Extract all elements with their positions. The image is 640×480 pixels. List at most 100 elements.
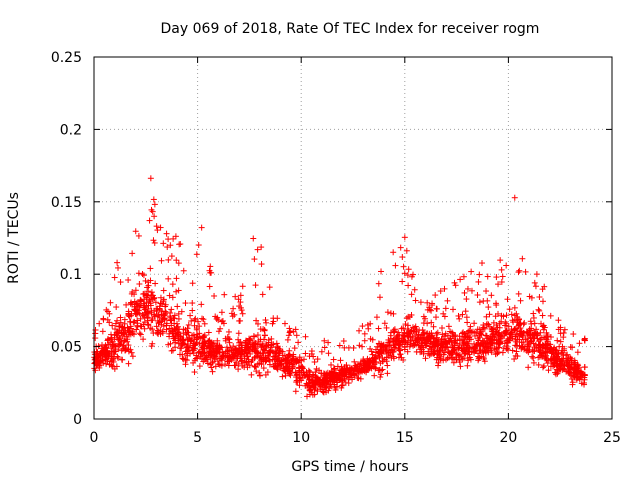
data-point (292, 326, 299, 333)
data-point (132, 311, 139, 318)
data-point (155, 312, 162, 319)
data-point (447, 328, 454, 335)
data-point (192, 315, 199, 322)
data-point (140, 336, 147, 343)
data-point (162, 311, 169, 318)
data-point (548, 345, 555, 352)
data-point (527, 318, 534, 325)
data-point (514, 333, 521, 340)
data-point (424, 299, 431, 306)
data-point (223, 350, 230, 357)
data-point (528, 294, 535, 301)
data-point (200, 316, 207, 323)
data-point (336, 342, 343, 349)
data-point (171, 312, 178, 319)
data-point (543, 335, 550, 342)
data-point (314, 356, 321, 363)
data-point (119, 356, 126, 363)
data-point (132, 228, 139, 235)
data-point (228, 347, 235, 354)
data-point (368, 348, 375, 355)
data-point (263, 343, 270, 350)
data-point (272, 360, 279, 367)
data-point (130, 319, 137, 326)
data-point (359, 343, 366, 350)
data-point (365, 325, 372, 332)
data-point (401, 234, 408, 241)
data-point (369, 358, 376, 365)
data-point (241, 352, 248, 359)
data-point (120, 343, 127, 350)
data-points (91, 175, 588, 400)
data-point (289, 364, 296, 371)
data-point (189, 307, 196, 314)
data-point (578, 380, 585, 387)
data-point (530, 331, 537, 338)
data-point (419, 331, 426, 338)
data-point (560, 355, 567, 362)
data-point (333, 373, 340, 380)
data-point (497, 257, 504, 264)
data-point (121, 337, 128, 344)
data-point (455, 312, 462, 319)
data-point (214, 342, 221, 349)
data-point (201, 320, 208, 327)
data-point (103, 345, 110, 352)
data-point (242, 342, 249, 349)
data-point (239, 310, 246, 317)
data-point (325, 350, 332, 357)
data-point (244, 349, 251, 356)
data-point (544, 332, 551, 339)
data-point (210, 352, 217, 359)
data-point (267, 347, 274, 354)
data-point (178, 308, 185, 315)
data-point (475, 278, 482, 285)
data-point (174, 320, 181, 327)
data-point (206, 344, 213, 351)
data-point (346, 367, 353, 374)
data-point (275, 350, 282, 357)
data-point (137, 315, 144, 322)
data-point (194, 354, 201, 361)
data-point (451, 346, 458, 353)
data-point (452, 337, 459, 344)
data-point (123, 333, 130, 340)
y-axis-label: ROTI / TECUs (6, 192, 22, 284)
data-point (475, 335, 482, 342)
data-point (372, 364, 379, 371)
data-point (467, 323, 474, 330)
data-point (519, 332, 526, 339)
data-point (154, 227, 161, 234)
data-point (381, 320, 388, 327)
data-point (292, 388, 299, 395)
data-point (200, 339, 207, 346)
data-point (404, 348, 411, 355)
data-point (224, 334, 231, 341)
data-point (411, 286, 418, 293)
data-point (455, 345, 462, 352)
data-point (341, 371, 348, 378)
data-point (500, 345, 507, 352)
data-point (263, 319, 270, 326)
data-point (189, 280, 196, 287)
data-point (355, 375, 362, 382)
data-point (514, 327, 521, 334)
data-point (525, 341, 532, 348)
data-point (198, 301, 205, 308)
data-point (258, 361, 265, 368)
data-point (185, 321, 192, 328)
data-point (530, 359, 537, 366)
data-point (95, 352, 102, 359)
data-point (495, 281, 502, 288)
data-point (531, 279, 538, 286)
data-point (293, 332, 300, 339)
data-point (495, 344, 502, 351)
data-point (564, 367, 571, 374)
data-point (476, 299, 483, 306)
data-point (492, 331, 499, 338)
data-point (488, 349, 495, 356)
data-point (364, 366, 371, 373)
data-point (330, 370, 337, 377)
data-point (531, 335, 538, 342)
data-point (542, 340, 549, 347)
